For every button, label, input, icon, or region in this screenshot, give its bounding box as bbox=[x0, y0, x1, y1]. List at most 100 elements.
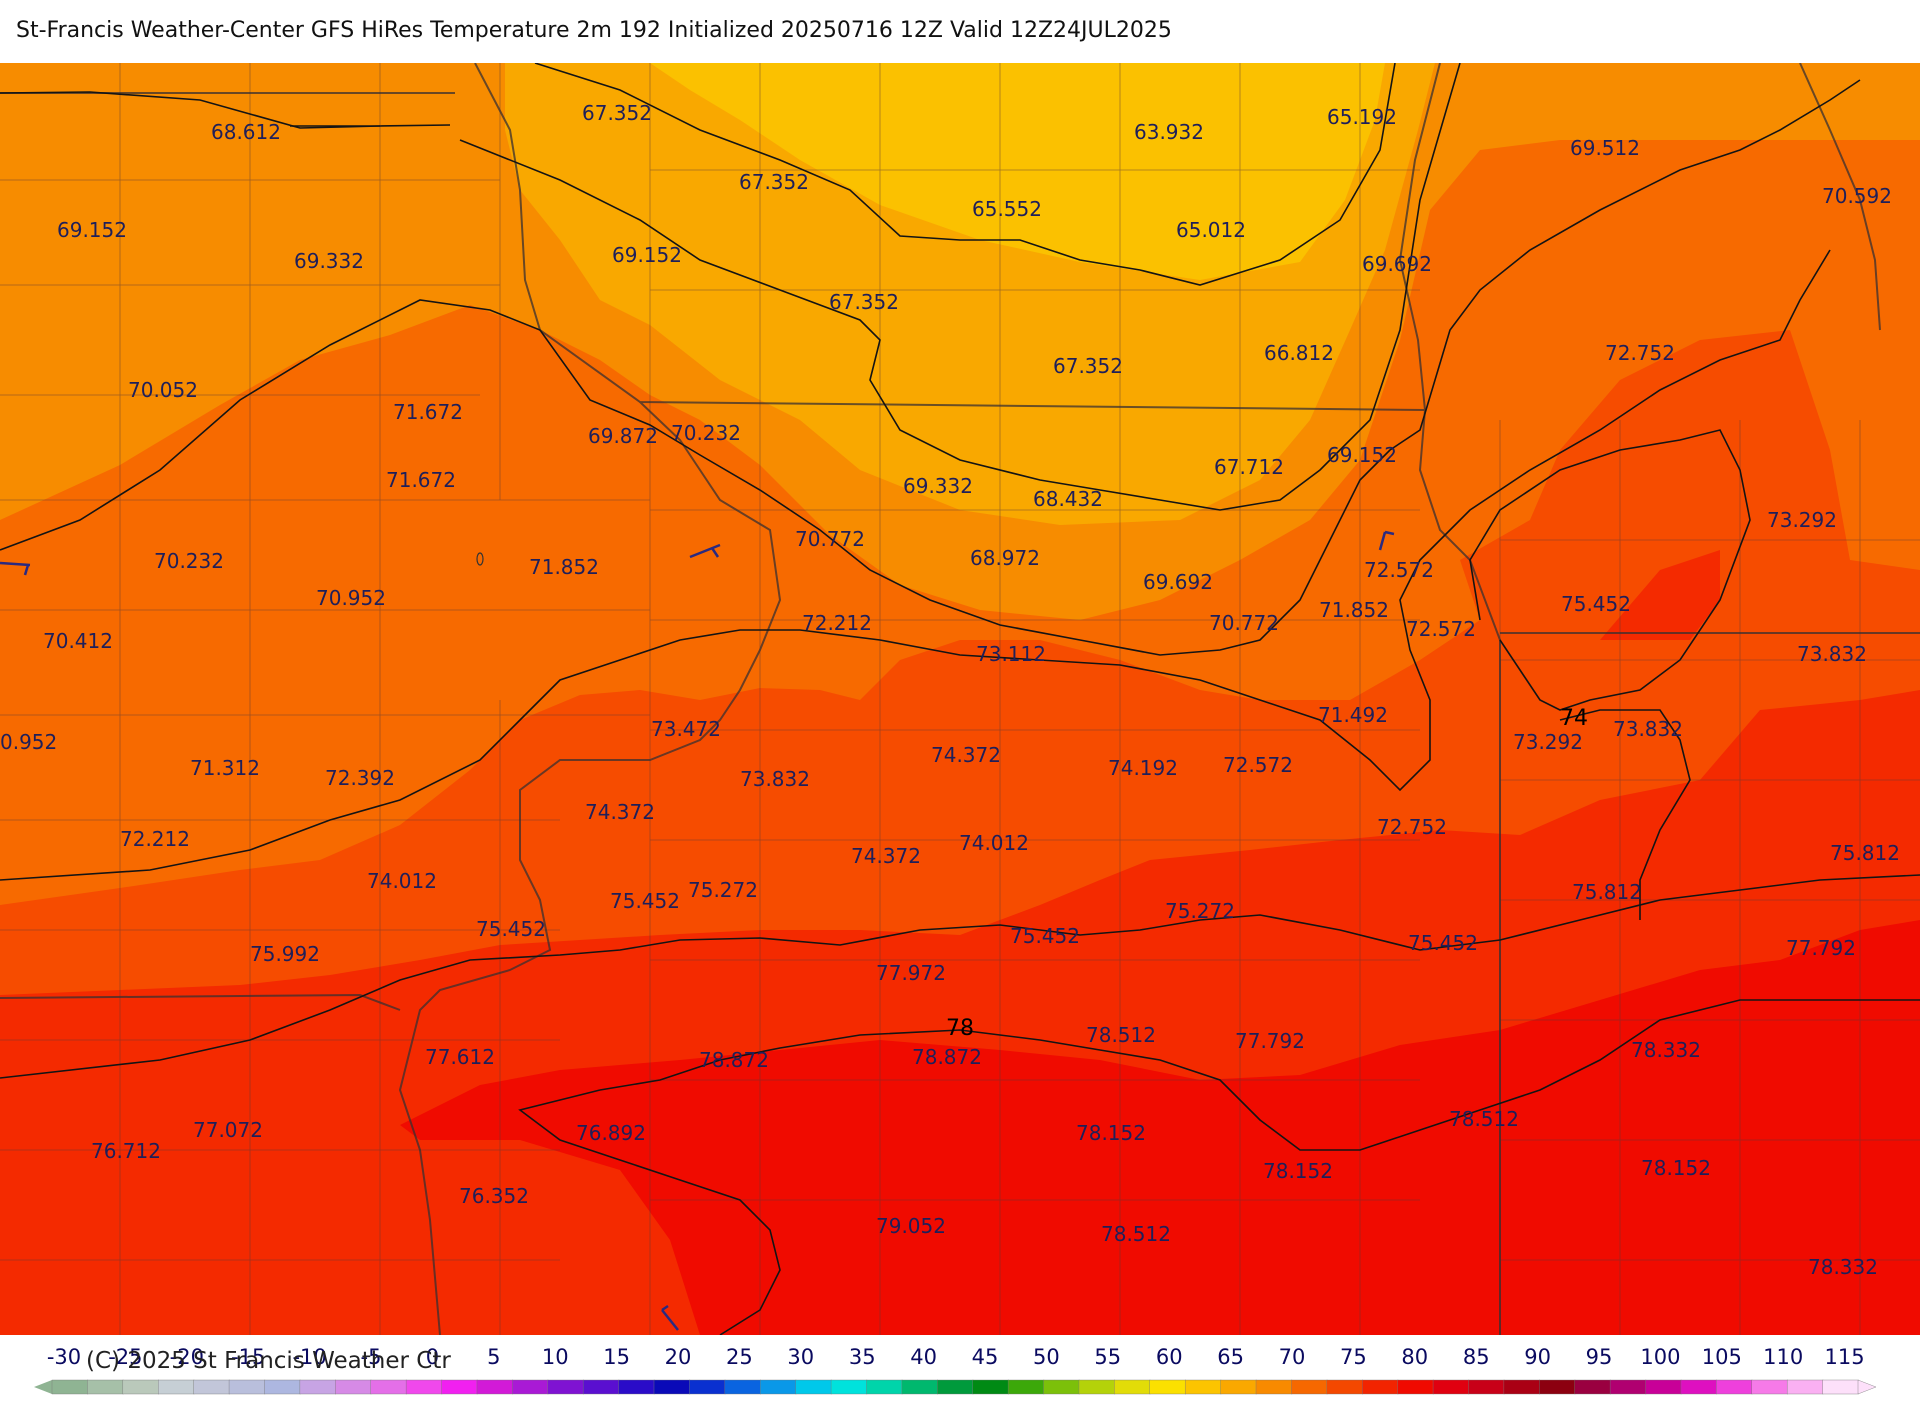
colorbar-swatches bbox=[34, 1379, 1877, 1395]
colorbar-swatch bbox=[1574, 1379, 1611, 1395]
colorbar-swatch bbox=[582, 1379, 620, 1395]
colorbar-swatch bbox=[228, 1379, 266, 1395]
colorbar-swatch bbox=[1291, 1379, 1328, 1395]
temperature-label: 75.452 bbox=[1408, 931, 1478, 955]
temperature-label: 76.712 bbox=[91, 1139, 161, 1163]
temperature-band-78 bbox=[400, 920, 1920, 1335]
colorbar-swatch bbox=[1043, 1379, 1080, 1395]
colorbar-swatch bbox=[618, 1379, 655, 1395]
colorbar-swatch bbox=[724, 1379, 761, 1395]
colorbar-tick-label: 25 bbox=[726, 1345, 753, 1369]
colorbar-tick-label: 5 bbox=[487, 1345, 500, 1369]
colorbar-tick-label: 60 bbox=[1156, 1345, 1183, 1369]
colorbar-swatch bbox=[1680, 1379, 1718, 1395]
temperature-label: 67.352 bbox=[739, 170, 809, 194]
colorbar-swatch bbox=[1645, 1379, 1682, 1395]
temperature-label: 70.772 bbox=[1209, 611, 1279, 635]
temperature-label: 77.792 bbox=[1235, 1029, 1305, 1053]
colorbar-swatch bbox=[1255, 1379, 1293, 1395]
colorbar-tick-label: 35 bbox=[849, 1345, 876, 1369]
temperature-label: 75.272 bbox=[688, 878, 758, 902]
temperature-label: 78.512 bbox=[1101, 1222, 1171, 1246]
temperature-colorbar: -30 -25 -20 -15 -10 -5 0 5 10 15 20 25 30 35 40 45 50 55 6… bbox=[0, 1340, 1920, 1400]
colorbar-swatch bbox=[1503, 1379, 1540, 1395]
colorbar-swatch bbox=[901, 1379, 938, 1395]
colorbar-swatch bbox=[972, 1379, 1009, 1395]
colorbar-swatch bbox=[1539, 1379, 1576, 1395]
temperature-label: 78.152 bbox=[1076, 1121, 1146, 1145]
colorbar-swatch bbox=[1468, 1379, 1505, 1395]
map-title: St-Francis Weather-Center GFS HiRes Temp… bbox=[16, 18, 1172, 43]
temperature-label: 70.592 bbox=[1822, 184, 1892, 208]
temperature-label: 74.372 bbox=[851, 844, 921, 868]
temperature-label: 76.352 bbox=[459, 1184, 529, 1208]
temperature-label: 73.112 bbox=[976, 642, 1046, 666]
temperature-label: 78.512 bbox=[1086, 1023, 1156, 1047]
temperature-label: 63.932 bbox=[1134, 120, 1204, 144]
temperature-label: 71.312 bbox=[190, 756, 260, 780]
colorbar-swatch bbox=[370, 1379, 407, 1395]
temperature-label: 65.552 bbox=[972, 197, 1042, 221]
temperature-label: 73.832 bbox=[1797, 642, 1867, 666]
temperature-label: 74.012 bbox=[367, 869, 437, 893]
temperature-label: 68.972 bbox=[970, 546, 1040, 570]
temperature-label: 68.432 bbox=[1033, 487, 1103, 511]
colorbar-tick-label: 85 bbox=[1463, 1345, 1490, 1369]
temperature-label: 77.612 bbox=[425, 1045, 495, 1069]
temperature-label: 70.772 bbox=[795, 527, 865, 551]
temperature-label: 67.352 bbox=[829, 290, 899, 314]
temperature-label: 71.852 bbox=[529, 555, 599, 579]
temperature-label: 78.332 bbox=[1631, 1038, 1701, 1062]
colorbar-swatch bbox=[1326, 1379, 1363, 1395]
temperature-label: 0.952 bbox=[0, 730, 57, 754]
temperature-label: 69.152 bbox=[612, 243, 682, 267]
temperature-label: 70.952 bbox=[316, 586, 386, 610]
temperature-label: 76.892 bbox=[576, 1121, 646, 1145]
temperature-label: 79.052 bbox=[876, 1214, 946, 1238]
temperature-label: 73.292 bbox=[1767, 508, 1837, 532]
colorbar-tick-label: 10 bbox=[542, 1345, 569, 1369]
colorbar-swatch bbox=[158, 1379, 195, 1395]
temperature-label: 72.392 bbox=[325, 766, 395, 790]
colorbar-swatch bbox=[1007, 1379, 1045, 1395]
colorbar-tick-label: -30 bbox=[47, 1345, 81, 1369]
colorbar-tick-label: 115 bbox=[1825, 1345, 1865, 1369]
contour-labels: 78 74 bbox=[946, 706, 1588, 1041]
temperature-label: 66.812 bbox=[1264, 341, 1334, 365]
temperature-label: 77.072 bbox=[193, 1118, 263, 1142]
colorbar-tick-label: 0 bbox=[426, 1345, 439, 1369]
colorbar-swatch bbox=[441, 1379, 478, 1395]
colorbar-swatch bbox=[1432, 1379, 1470, 1395]
colorbar-tick-label: 70 bbox=[1279, 1345, 1306, 1369]
temperature-label: 74.012 bbox=[959, 831, 1029, 855]
temperature-label: 70.412 bbox=[43, 629, 113, 653]
colorbar-tick-label: 20 bbox=[665, 1345, 692, 1369]
colorbar-swatch bbox=[937, 1379, 974, 1395]
temperature-label: 69.152 bbox=[1327, 443, 1397, 467]
temperature-band-60 bbox=[650, 63, 1385, 280]
wind-barbs bbox=[0, 530, 1395, 1331]
temperature-label: 65.012 bbox=[1176, 218, 1246, 242]
temperature-label: 67.712 bbox=[1214, 455, 1284, 479]
colorbar-swatch bbox=[689, 1379, 726, 1395]
temperature-label: 74.372 bbox=[931, 743, 1001, 767]
colorbar-swatch bbox=[1114, 1379, 1151, 1395]
temperature-label: 69.152 bbox=[57, 218, 127, 242]
temperature-label: 72.572 bbox=[1223, 753, 1293, 777]
temperature-label: 78.872 bbox=[699, 1048, 769, 1072]
colorbar-swatch bbox=[795, 1379, 832, 1395]
colorbar-tick-label: 40 bbox=[910, 1345, 937, 1369]
temperature-label: 73.832 bbox=[740, 767, 810, 791]
colorbar-swatch bbox=[1078, 1379, 1116, 1395]
temperature-label: 73.472 bbox=[651, 717, 721, 741]
colorbar-swatch bbox=[405, 1379, 443, 1395]
colorbar-swatch bbox=[1609, 1379, 1647, 1395]
temperature-label: 78.152 bbox=[1641, 1156, 1711, 1180]
colorbar-swatch bbox=[87, 1379, 124, 1395]
colorbar-swatch bbox=[193, 1379, 230, 1395]
temperature-label: 78.872 bbox=[912, 1045, 982, 1069]
temperature-label: 69.332 bbox=[903, 474, 973, 498]
temperature-labels: 68.612 67.352 67.352 63.932 65.192 69.51… bbox=[0, 101, 1900, 1279]
colorbar-swatch bbox=[653, 1379, 691, 1395]
county-borders bbox=[0, 63, 1920, 1335]
